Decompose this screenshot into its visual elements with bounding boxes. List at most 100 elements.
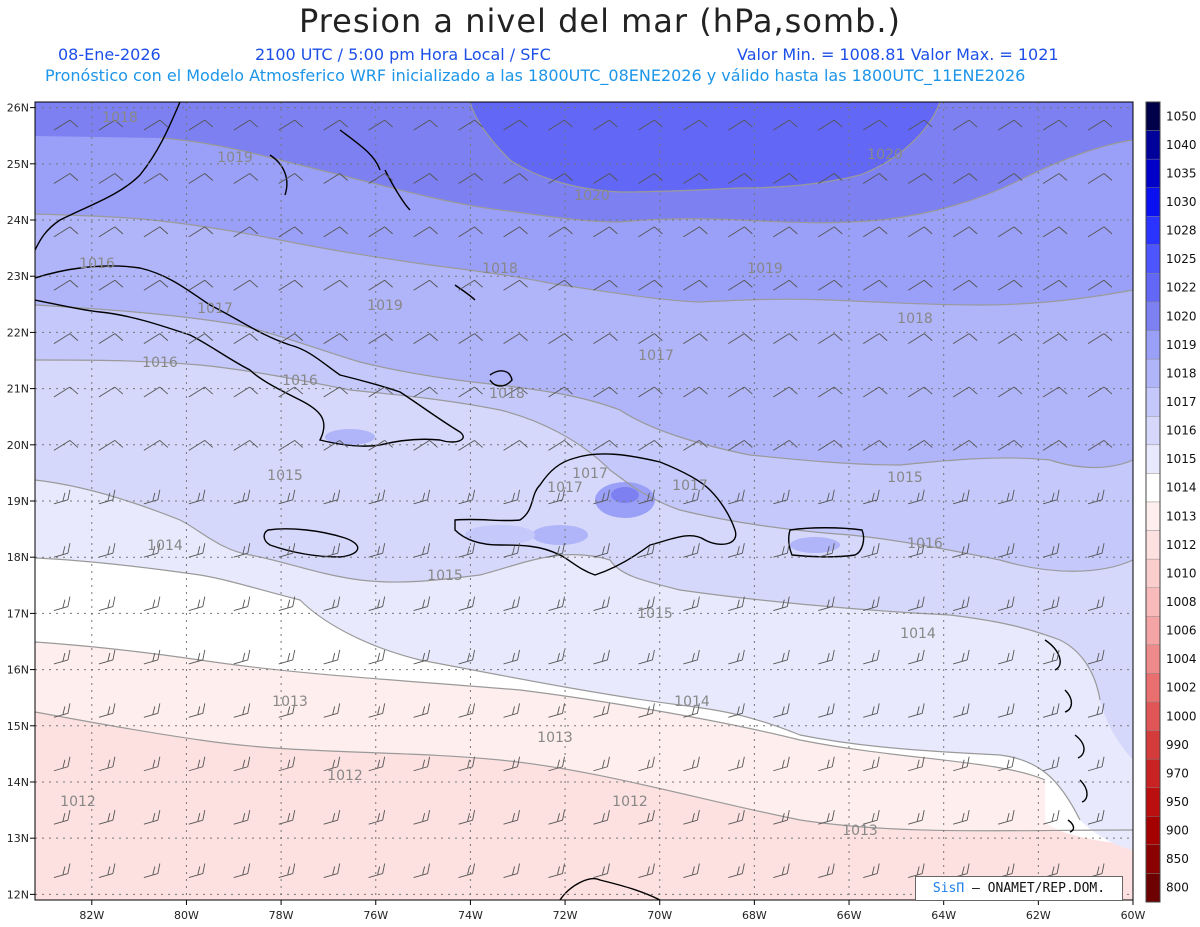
wind-barb — [638, 173, 663, 184]
wind-barb — [952, 226, 978, 238]
colorbar-label: 900 — [1166, 824, 1189, 838]
isobar-label: 1017 — [672, 478, 708, 494]
wind-barb — [53, 333, 79, 345]
wind-barb — [503, 756, 520, 772]
wind-barb — [413, 703, 431, 718]
wind-barb — [503, 440, 528, 451]
colorbar-swatch — [1145, 844, 1161, 874]
wind-barb — [638, 649, 655, 665]
wind-barb — [952, 333, 978, 345]
wind-barb — [593, 226, 618, 238]
wind-barb — [368, 810, 386, 825]
wind-barb — [683, 119, 708, 131]
wind-barb — [908, 543, 925, 558]
wind-barb — [638, 810, 655, 825]
wind-barb — [548, 649, 565, 665]
isobar-label: 1019 — [747, 261, 783, 277]
wind-barb — [548, 596, 565, 612]
isobar-label: 1017 — [572, 466, 608, 482]
wind-barb — [188, 649, 206, 665]
wind-barb — [188, 440, 214, 451]
pressure-field: 1018 1019 1020 1020 1016 1017 1018 1019 1019 1018… — [35, 102, 1133, 900]
colorbar-label: 1012 — [1166, 538, 1197, 552]
wind-barb — [188, 489, 206, 505]
wind-barb — [278, 440, 304, 451]
wind-barb — [503, 279, 528, 291]
wind-barb — [728, 226, 753, 238]
isobar-label: 1012 — [612, 794, 648, 810]
wind-barb — [908, 756, 925, 772]
wind-barb — [323, 386, 348, 398]
wind-barb — [683, 489, 700, 505]
wind-barb — [278, 756, 296, 772]
coast-turks — [489, 370, 513, 387]
wind-barb — [368, 863, 386, 878]
wind-barb — [997, 649, 1015, 665]
wind-barb — [683, 279, 708, 291]
wind-barb — [458, 649, 476, 665]
wind-barb — [728, 649, 745, 665]
isobar-label: 1014 — [900, 626, 936, 642]
isobar-label: 1018 — [489, 386, 525, 402]
wind-barb — [863, 543, 880, 558]
wind-barb — [683, 863, 700, 878]
mountain-high-5 — [790, 537, 840, 553]
wind-barb — [53, 543, 71, 558]
wind-barb — [143, 386, 169, 398]
wind-barb — [862, 386, 888, 398]
isobar-label: 1015 — [887, 470, 923, 486]
coast-hispaniola — [454, 453, 737, 576]
wind-barb — [638, 440, 663, 451]
isobar-label: 1016 — [142, 355, 178, 371]
colorbar-swatch — [1145, 473, 1161, 503]
wind-barb — [413, 810, 431, 825]
wind-barb — [1042, 333, 1068, 345]
colorbar-label: 1020 — [1166, 309, 1197, 323]
wind-barb — [1087, 810, 1105, 825]
wind-barb — [53, 119, 79, 131]
isobar-label: 1016 — [79, 256, 115, 272]
mountain-high-2 — [611, 487, 639, 503]
wind-barbs — [53, 119, 1113, 878]
wind-barb — [593, 489, 610, 505]
wind-barb — [458, 810, 476, 825]
wind-barb — [1087, 119, 1113, 131]
wind-barb — [278, 649, 296, 665]
map-title: Presion a nivel del mar (hPa,somb.) — [298, 2, 902, 40]
lon-tick-label: 68W — [742, 909, 767, 922]
isobar-label: 1012 — [60, 794, 96, 810]
colorbar-label: 1014 — [1166, 481, 1197, 495]
wind-barb — [773, 279, 798, 291]
wind-barb — [863, 810, 880, 825]
wind-barb — [907, 173, 933, 184]
coast-florida — [35, 102, 181, 251]
wind-barb — [638, 119, 663, 131]
wind-barb — [143, 173, 169, 184]
colorbar-label: 1013 — [1166, 509, 1197, 523]
wind-barb — [458, 173, 483, 184]
colorbar-swatch — [1145, 416, 1161, 446]
wind-barb — [368, 386, 393, 398]
wind-barb — [278, 543, 296, 558]
wind-barb — [413, 333, 438, 345]
lat-tick-label: 15N — [7, 720, 29, 733]
wind-barb — [593, 543, 610, 558]
lat-tick-label: 12N — [7, 888, 29, 901]
lon-tick-label: 82W — [79, 909, 104, 922]
isobar-label: 1015 — [427, 568, 463, 584]
wind-barb — [98, 703, 116, 718]
coast-jamaica — [263, 528, 359, 558]
colorbar-label: 1028 — [1166, 224, 1197, 238]
wind-barb — [368, 440, 393, 451]
isobar-label: 1013 — [272, 694, 308, 710]
wind-barb — [98, 173, 124, 184]
wind-barb — [188, 119, 214, 131]
wind-barb — [953, 703, 970, 718]
lat-tick-label: 13N — [7, 832, 29, 845]
wind-barb — [503, 543, 520, 558]
wind-barb — [458, 386, 483, 398]
wind-barb — [233, 173, 259, 184]
colorbar-label: 1006 — [1166, 624, 1197, 638]
wind-barb — [188, 226, 214, 238]
wind-barb — [53, 703, 71, 718]
